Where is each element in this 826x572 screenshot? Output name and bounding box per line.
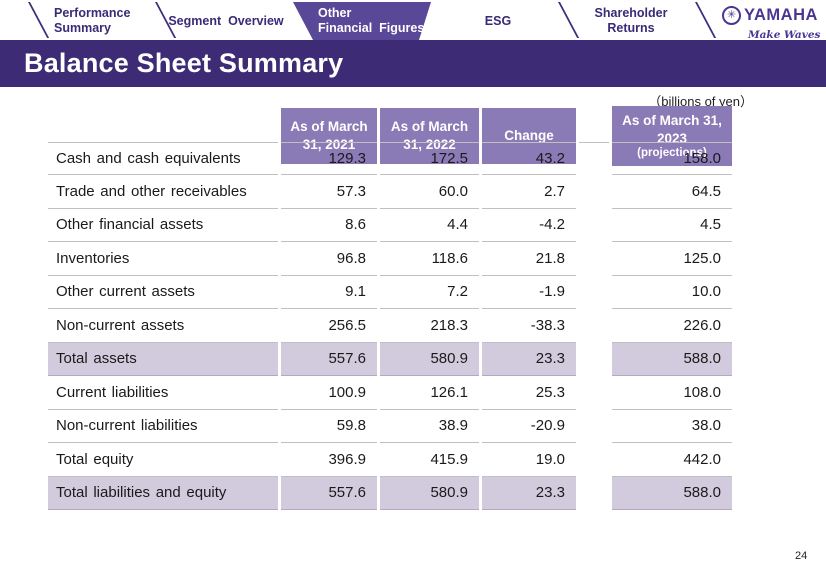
- column-header-change: Change: [482, 108, 576, 164]
- row-label: Inventories: [48, 242, 278, 276]
- value-2022: 580.9: [380, 476, 479, 510]
- value-2021: 96.8: [281, 242, 377, 276]
- value-2022: 126.1: [380, 376, 479, 410]
- value-change: -4.2: [482, 209, 576, 242]
- tuning-fork-mark-icon: ✳: [722, 6, 741, 25]
- row-gap: [579, 276, 609, 310]
- row-gap: [579, 477, 609, 511]
- row-gap: [579, 141, 609, 176]
- value-2022: 4.4: [380, 209, 479, 242]
- tab-label: Summary: [54, 21, 111, 35]
- slide-title-bar: Balance Sheet Summary: [0, 40, 826, 87]
- row-label: Cash and cash equivalents: [48, 141, 278, 175]
- row-label: Total liabilities and equity: [48, 476, 278, 510]
- value-2023-projection: 125.0: [612, 242, 732, 276]
- row-label: Total assets: [48, 342, 278, 376]
- value-2023-projection: 4.5: [612, 209, 732, 242]
- row-label: Non-current assets: [48, 309, 278, 343]
- value-2022: 415.9: [380, 443, 479, 477]
- row-gap: [579, 175, 609, 209]
- value-change: 21.8: [482, 242, 576, 276]
- value-change: -38.3: [482, 309, 576, 343]
- tab-shareholder-returns[interactable]: Shareholder Returns: [566, 6, 696, 36]
- value-2021: 557.6: [281, 342, 377, 376]
- row-gap: [579, 309, 609, 343]
- value-change: -20.9: [482, 410, 576, 443]
- value-2022: 218.3: [380, 309, 479, 343]
- value-2023-projection: 10.0: [612, 276, 732, 309]
- yamaha-logo: ✳ YAMAHA Make Waves: [722, 6, 822, 43]
- value-2021: 256.5: [281, 309, 377, 343]
- tab-other-financial-figures[interactable]: Other Financial Figures: [318, 6, 424, 36]
- row-gap: [579, 443, 609, 477]
- value-2022: 172.5: [380, 141, 479, 175]
- column-header-2021: As of March 31, 2021: [281, 108, 377, 164]
- tab-label: Financial Figures: [318, 21, 425, 35]
- page-number: 24: [795, 550, 808, 562]
- tab-separator: [28, 2, 50, 38]
- row-label: Total equity: [48, 443, 278, 477]
- page-title: Balance Sheet Summary: [24, 48, 344, 78]
- tab-segment-overview[interactable]: Segment Overview: [160, 14, 292, 29]
- value-2021: 396.9: [281, 443, 377, 477]
- value-2023-projection: 38.0: [612, 410, 732, 443]
- tab-separator: [695, 2, 717, 38]
- value-2021: 129.3: [281, 141, 377, 175]
- projection-header-sub: (projections): [637, 147, 707, 160]
- value-2022: 38.9: [380, 410, 479, 443]
- row-label: Other current assets: [48, 276, 278, 309]
- value-2021: 8.6: [281, 209, 377, 242]
- row-label: Non-current liabilities: [48, 410, 278, 443]
- value-2023-projection: 588.0: [612, 342, 732, 376]
- value-2023-projection: 226.0: [612, 309, 732, 343]
- value-2023-projection: 442.0: [612, 443, 732, 477]
- row-label: Trade and other receivables: [48, 175, 278, 209]
- row-gap: [579, 376, 609, 410]
- value-2023-projection: 158.0: [612, 141, 732, 175]
- value-2021: 100.9: [281, 376, 377, 410]
- value-change: 23.3: [482, 342, 576, 376]
- value-2022: 60.0: [380, 175, 479, 209]
- value-change: 23.3: [482, 476, 576, 510]
- value-2021: 59.8: [281, 410, 377, 443]
- row-label: Current liabilities: [48, 376, 278, 410]
- balance-sheet-table: As of March 31, 2021 As of March 31, 202…: [48, 106, 732, 511]
- value-2022: 118.6: [380, 242, 479, 276]
- row-gap: [579, 209, 609, 243]
- value-change: -1.9: [482, 276, 576, 309]
- value-2021: 9.1: [281, 276, 377, 309]
- value-2023-projection: 108.0: [612, 376, 732, 410]
- value-2023-projection: 64.5: [612, 175, 732, 209]
- top-nav-bar: Performance Summary Segment Overview Other F…: [0, 0, 826, 43]
- active-tab-background: [293, 2, 431, 40]
- tab-label: Shareholder: [594, 6, 668, 20]
- tab-label: Other: [318, 6, 352, 20]
- row-gap: [579, 242, 609, 276]
- tab-performance-summary[interactable]: Performance Summary: [54, 6, 130, 36]
- tab-label: Segment Overview: [168, 14, 284, 28]
- value-2022: 580.9: [380, 342, 479, 376]
- tab-label: Returns: [607, 21, 655, 35]
- value-2023-projection: 588.0: [612, 476, 732, 510]
- tab-esg[interactable]: ESG: [434, 14, 562, 29]
- logo-brand-text: YAMAHA: [744, 6, 818, 24]
- value-change: 19.0: [482, 443, 576, 477]
- row-gap: [579, 410, 609, 444]
- value-2021: 557.6: [281, 476, 377, 510]
- value-2021: 57.3: [281, 175, 377, 209]
- unit-note: （billions of yen）: [648, 94, 753, 109]
- row-label: Other financial assets: [48, 209, 278, 242]
- value-change: 43.2: [482, 141, 576, 175]
- tab-label: Performance: [54, 6, 131, 20]
- tab-label: ESG: [484, 14, 512, 28]
- value-change: 2.7: [482, 175, 576, 209]
- value-change: 25.3: [482, 376, 576, 410]
- column-header-2022: As of March 31, 2022: [380, 108, 479, 164]
- value-2022: 7.2: [380, 276, 479, 309]
- row-gap: [579, 343, 609, 377]
